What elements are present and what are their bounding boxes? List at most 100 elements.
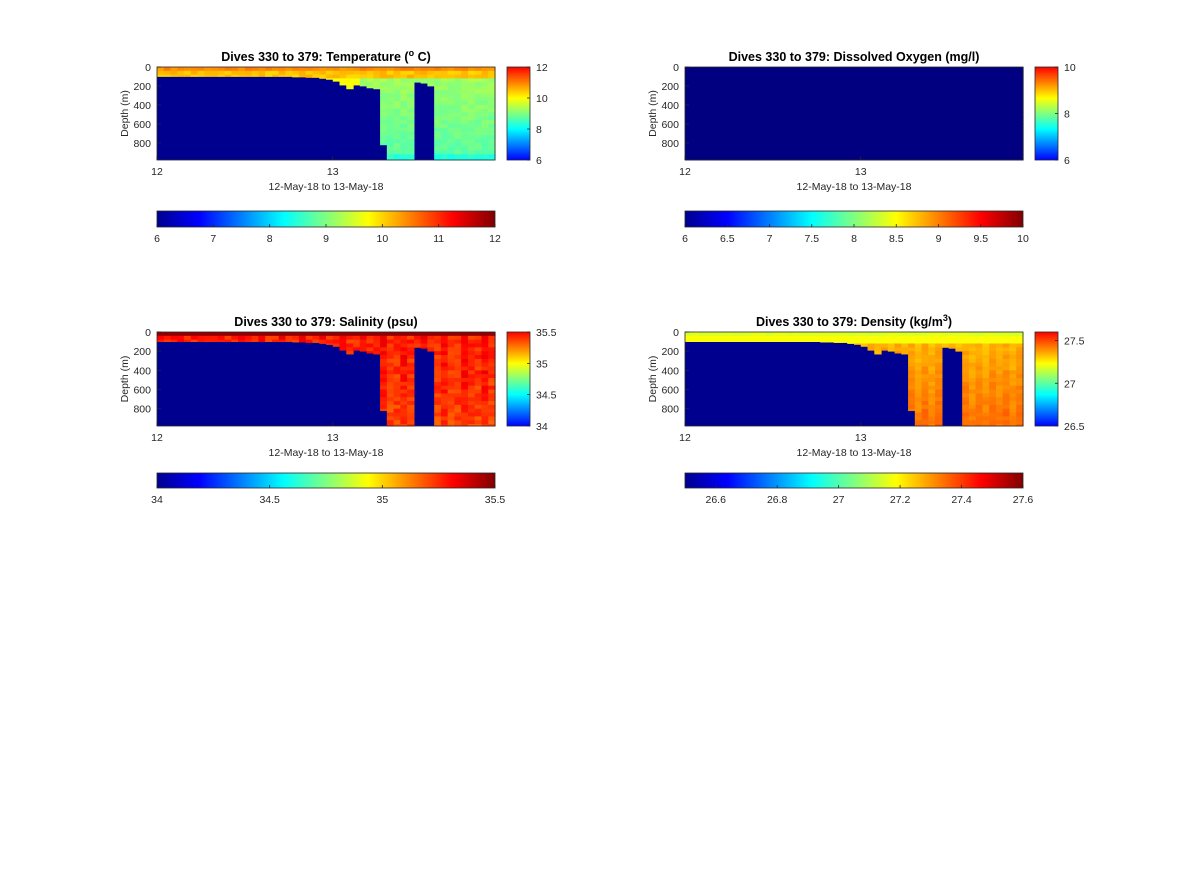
data-cell [833, 332, 842, 337]
data-cell [847, 131, 855, 136]
data-cell [339, 74, 347, 79]
data-cell [1016, 397, 1024, 402]
data-cell [968, 366, 977, 371]
data-cell [712, 135, 720, 140]
data-cell [772, 101, 781, 106]
data-cell [420, 70, 428, 75]
data-cell [407, 358, 415, 364]
data-cell [813, 97, 821, 102]
data-cell [935, 335, 943, 341]
data-cell [454, 412, 462, 417]
data-cell [928, 146, 936, 151]
data-cell [874, 123, 882, 129]
data-cell [427, 343, 435, 348]
data-cell [867, 70, 875, 75]
profile-column [204, 332, 212, 342]
data-cell [894, 101, 902, 106]
data-cell [447, 378, 456, 383]
data-cell [685, 108, 693, 113]
data-cell [447, 385, 456, 390]
data-cell [975, 85, 984, 91]
data-cell [854, 78, 862, 83]
data-cell [184, 332, 192, 337]
data-cell [921, 358, 929, 364]
panel-salinity: Dives 330 to 379: Salinity (psu)02004006… [119, 315, 557, 506]
data-cell [752, 108, 760, 113]
data-cell [989, 120, 997, 125]
data-cell [975, 393, 984, 398]
data-cell [1002, 381, 1011, 387]
data-cell [968, 112, 977, 117]
data-cell [948, 74, 956, 79]
data-cell [820, 335, 828, 341]
data-cell [440, 347, 449, 352]
data-cell [894, 127, 902, 132]
profile-column [359, 67, 368, 87]
profile-column [833, 67, 842, 161]
data-cell [705, 112, 713, 117]
data-cell [995, 123, 1004, 129]
data-cell [244, 70, 253, 75]
data-cell [962, 397, 970, 402]
data-cell [867, 335, 875, 341]
data-cell [238, 70, 246, 75]
data-cell [1016, 78, 1024, 83]
data-cell [488, 82, 496, 87]
data-cell [806, 89, 815, 94]
data-cell [400, 70, 408, 75]
data-cell [488, 408, 496, 413]
heatmap-oxygen [685, 67, 1024, 161]
data-cell [332, 67, 341, 72]
data-cell [908, 131, 916, 136]
data-cell [400, 112, 408, 117]
data-cell [921, 70, 929, 75]
data-cell [806, 154, 815, 159]
data-cell [887, 139, 896, 144]
data-cell [326, 332, 334, 337]
data-cell [901, 158, 909, 161]
data-cell [712, 142, 720, 148]
data-cell [461, 347, 469, 352]
data-cell [244, 335, 253, 341]
data-cell [685, 74, 693, 79]
data-cell [955, 104, 963, 110]
data-cell [989, 393, 997, 398]
data-cell [860, 135, 869, 140]
data-cell [488, 139, 496, 144]
data-cell [691, 142, 700, 148]
data-cell [739, 78, 747, 83]
data-cell [177, 339, 185, 342]
data-cell [847, 158, 855, 161]
data-cell [995, 366, 1004, 371]
data-cell [434, 123, 442, 129]
profile-column [739, 332, 747, 342]
data-cell [908, 401, 916, 406]
data-cell [346, 70, 354, 75]
data-cell [881, 97, 889, 102]
data-cell [955, 142, 963, 148]
data-cell [474, 120, 483, 125]
data-cell [948, 150, 956, 155]
data-cell [752, 146, 760, 151]
data-cell [955, 89, 963, 94]
data-cell [793, 78, 801, 83]
data-cell [461, 343, 469, 348]
profile-column [373, 67, 381, 90]
data-cell [847, 104, 855, 110]
data-cell [380, 355, 388, 360]
data-cell [393, 339, 401, 344]
data-cell [434, 378, 442, 383]
data-cell [691, 108, 700, 113]
data-cell [170, 335, 178, 341]
data-cell [461, 108, 469, 113]
profile-column [691, 67, 700, 161]
data-cell [759, 93, 767, 98]
data-cell [454, 82, 462, 87]
data-cell [474, 139, 483, 144]
data-cell [745, 131, 754, 136]
data-cell [732, 139, 740, 144]
y-tick-label: 0 [673, 62, 679, 74]
data-cell [1009, 120, 1017, 125]
data-cell [217, 335, 226, 341]
